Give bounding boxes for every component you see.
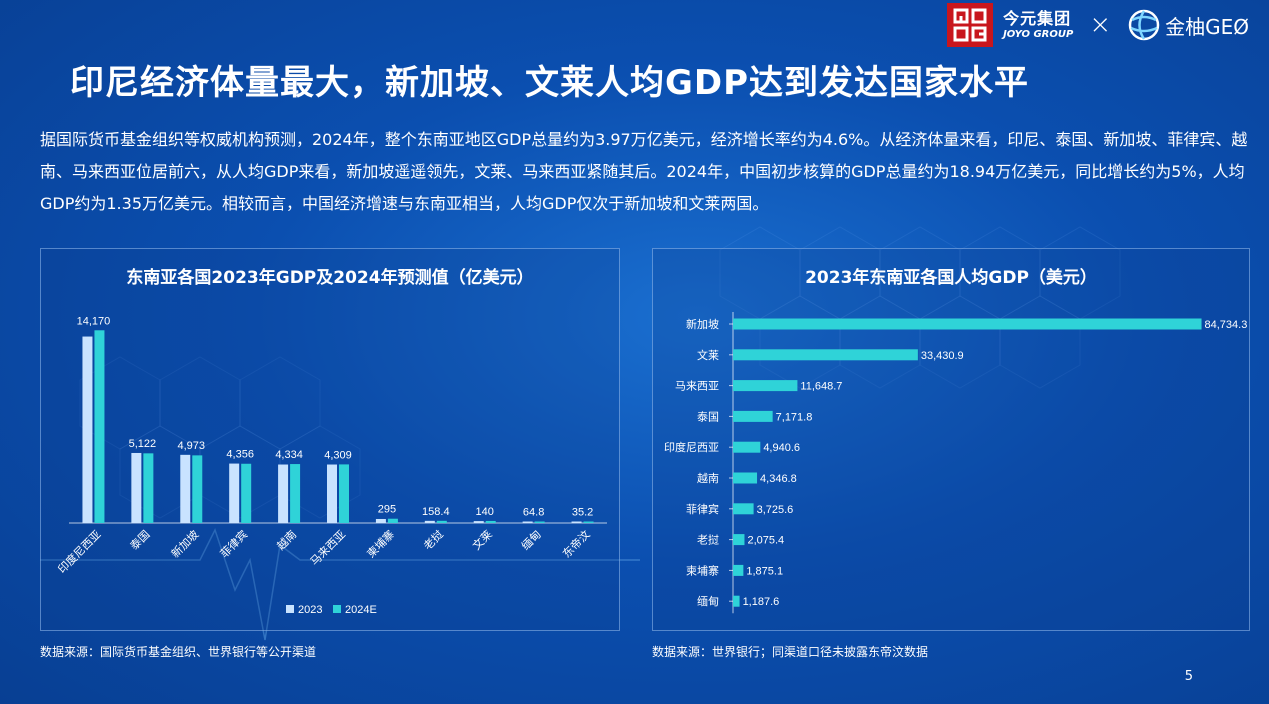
x-tick-label-0: 印度尼西亚 [55,527,104,576]
logo-bar: 今元集团 JOYO GROUP × 金柚GEØ [947,3,1249,47]
bar-2023-9 [522,521,533,523]
page-title: 印尼经济体量最大，新加坡、文莱人均GDP达到发达国家水平 [70,63,1030,103]
data-label-2: 4,973 [178,440,206,452]
bar-2023-4 [278,464,289,523]
bar-5 [733,472,758,484]
y-tick-label-7: 老挝 [697,533,719,547]
source-note-right: 数据来源：世界银行；同渠道口径未披露东帝汶数据 [652,645,929,659]
brand-en-name: JOYO GROUP [1003,28,1074,40]
y-tick-label-8: 柬埔寨 [686,563,719,577]
legend-label-2023: 2023 [298,604,322,616]
data-label-6: 3,725.6 [757,504,794,516]
data-label-4: 4,334 [275,449,303,461]
gdp-bar-chart: 14,170 印度尼西亚 5,122 泰国 4,973 新加坡 4,356 菲律宾 4,334 越… [55,315,607,616]
data-label-6: 295 [378,504,396,516]
bar-1 [733,349,918,361]
per-capita-chart-panel: 2023年东南亚各国人均GDP（美元） 新加坡 84,734.3 文莱 33,430.… [652,248,1250,631]
bar-2023-8 [473,521,484,523]
bar-2024e-1 [143,453,154,523]
legend-swatch-2023 [286,605,294,613]
bar-2024e-3 [241,463,252,523]
legend-label-2024e: 2024E [345,604,377,616]
x-tick-label-2: 新加坡 [168,527,201,560]
bar-2024e-6 [387,518,398,523]
bar-2024e-4 [290,464,301,523]
data-label-0: 84,734.3 [1205,319,1248,331]
page-number: 5 [1184,669,1193,684]
intro-paragraph: 据国际货币基金组织等权威机构预测，2024年，整个东南亚地区GDP总量约为3.9… [40,130,1248,213]
bar-2023-3 [229,463,240,523]
source-note-left: 数据来源：国际货币基金组织、世界银行等公开渠道 [40,645,317,659]
data-label-1: 33,430.9 [921,350,964,362]
y-tick-label-3: 泰国 [697,409,719,423]
legend-swatch-2024e [333,605,341,613]
joyo-seal-logo [947,3,994,47]
data-label-3: 7,171.8 [776,411,813,423]
x-tick-label-6: 柬埔寨 [364,527,397,560]
geo-brand: 金柚GEØ [1127,8,1249,42]
data-label-5: 4,346.8 [760,473,797,485]
bar-2024e-8 [485,520,496,523]
y-tick-label-1: 文莱 [697,348,719,362]
bar-0 [733,318,1202,330]
x-tick-label-4: 越南 [274,527,299,552]
data-label-8: 140 [476,506,494,518]
bar-2024e-5 [339,464,349,523]
bar-2024e-7 [436,520,447,523]
per-capita-chart-title: 2023年东南亚各国人均GDP（美元） [805,268,1097,288]
x-tick-label-5: 马来西亚 [308,528,348,568]
x-tick-label-3: 菲律宾 [217,527,250,560]
data-label-9: 1,187.6 [743,596,780,608]
bar-2023-10 [571,521,582,523]
data-label-3: 4,356 [226,449,254,461]
bar-3 [733,410,773,422]
data-label-4: 4,940.6 [763,442,800,454]
bar-2023-6 [375,518,386,523]
bar-8 [733,564,744,576]
globe-icon [1128,9,1160,41]
y-tick-label-5: 越南 [697,471,719,485]
per-capita-bar-chart: 新加坡 84,734.3 文莱 33,430.9 马来西亚 11,648.7 泰国 7,171… [664,312,1248,614]
brand-cn-name: 今元集团 [1003,8,1072,28]
x-tick-label-7: 老挝 [420,527,445,552]
bar-4 [733,441,761,453]
bar-7 [733,534,745,546]
bar-2024e-2 [192,455,203,523]
data-label-10: 35.2 [572,507,593,519]
bar-2023-2 [180,454,191,523]
gdp-chart-title: 东南亚各国2023年GDP及2024年预测值（亿美元） [126,268,534,288]
x-tick-label-10: 东帝汶 [559,527,592,560]
y-tick-label-0: 新加坡 [686,317,719,331]
y-tick-label-4: 印度尼西亚 [664,440,719,454]
joyo-brand: 今元集团 JOYO GROUP [1003,8,1074,40]
bar-2024e-9 [534,521,545,523]
bar-2024e-0 [94,330,105,523]
bar-2023-1 [131,452,142,523]
y-tick-label-9: 缅甸 [697,594,719,608]
y-tick-label-6: 菲律宾 [686,502,719,516]
data-label-0: 14,170 [77,315,111,327]
times-symbol: × [1089,10,1112,40]
data-label-1: 5,122 [129,438,157,450]
bar-2023-7 [424,520,435,523]
data-label-2: 11,648.7 [800,381,842,393]
bar-6 [733,503,754,515]
data-label-7: 158.4 [422,506,450,518]
data-label-5: 4,309 [324,449,352,461]
y-tick-label-2: 马来西亚 [675,380,719,393]
data-label-9: 64.8 [523,507,544,519]
x-tick-label-8: 文莱 [469,527,494,552]
x-tick-label-1: 泰国 [127,527,152,552]
bar-2024e-10 [583,521,594,523]
x-tick-label-9: 缅甸 [518,527,543,552]
gdp-chart-panel: 东南亚各国2023年GDP及2024年预测值（亿美元） 14,170 印度尼西亚 5… [40,248,620,631]
bar-2 [733,380,798,392]
data-label-8: 1,875.1 [746,565,783,577]
geo-brand-name: 金柚GEØ [1165,14,1249,39]
data-label-7: 2,075.4 [747,535,784,547]
bar-2023-0 [82,336,93,523]
bar-9 [733,595,740,607]
bar-2023-5 [327,464,337,523]
